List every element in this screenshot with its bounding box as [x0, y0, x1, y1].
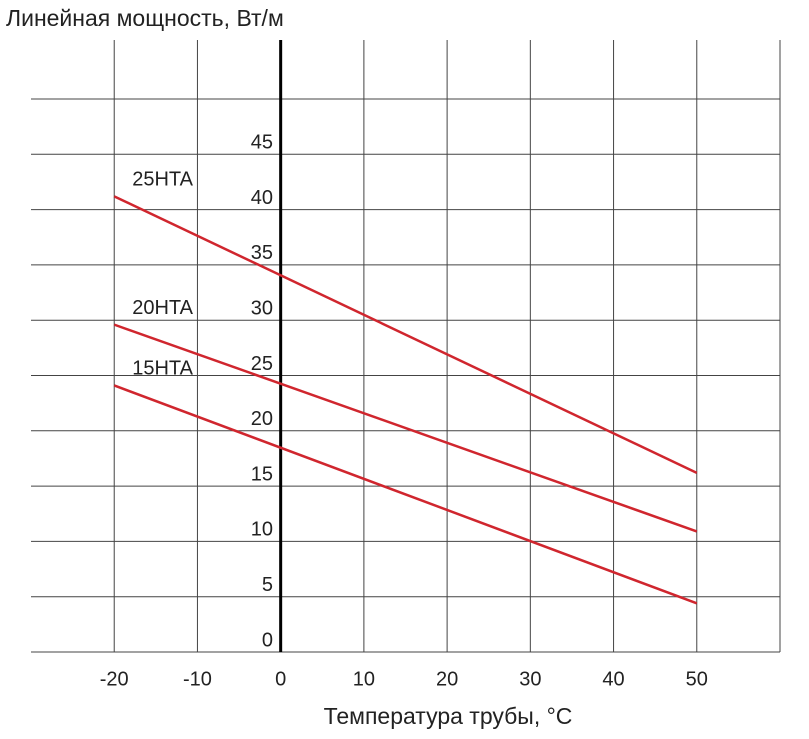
x-tick-label: 40 — [602, 668, 624, 690]
y-tick-label: 25 — [251, 353, 273, 375]
y-tick-label: 10 — [251, 519, 273, 541]
series-label: 25HTA — [132, 169, 193, 191]
x-tick-label: 0 — [275, 668, 286, 690]
series-label: 20HTA — [132, 297, 193, 319]
y-tick-label: 30 — [251, 297, 273, 319]
y-tick-label: 5 — [262, 574, 273, 596]
y-tick-label: 0 — [262, 629, 273, 651]
y-tick-label: 20 — [251, 408, 273, 430]
x-tick-label: 10 — [353, 668, 375, 690]
x-tick-label: -10 — [183, 668, 212, 690]
y-tick-label: 45 — [251, 132, 273, 154]
series-line — [113, 195, 698, 474]
y-axis-label: Линейная мощность, Вт/м — [6, 5, 284, 31]
series-label: 15HTA — [132, 358, 193, 380]
series-line — [113, 384, 698, 605]
y-tick-label: 35 — [251, 242, 273, 264]
x-tick-label: -20 — [100, 668, 129, 690]
x-tick-label: 20 — [436, 668, 458, 690]
x-tick-label: 50 — [686, 668, 708, 690]
x-tick-label: 30 — [519, 668, 541, 690]
y-tick-label: 40 — [251, 187, 273, 209]
series-line — [113, 323, 698, 533]
y-tick-label: 15 — [251, 463, 273, 485]
x-axis-label: Температура трубы, °C — [324, 703, 573, 729]
